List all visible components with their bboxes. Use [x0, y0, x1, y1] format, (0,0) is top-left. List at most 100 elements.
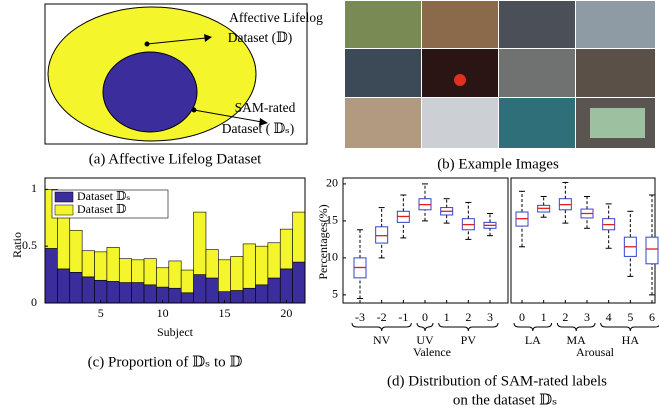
bar	[267, 242, 281, 279]
bar	[279, 268, 293, 304]
plot-frame	[44, 177, 306, 304]
legend-label: Dataset 𝔻ₛ	[77, 189, 130, 203]
image-grid	[345, 1, 655, 148]
bar	[242, 243, 256, 289]
bar	[131, 282, 145, 304]
x-tick-label: 2	[465, 310, 471, 324]
y-tick-label: 10	[326, 250, 338, 264]
legend-label: Dataset 𝔻	[77, 202, 126, 216]
x-tick-label: -1	[398, 310, 408, 324]
bar	[168, 260, 182, 289]
outer-label: Affective Lifelog	[229, 10, 323, 25]
group-brace	[416, 322, 434, 332]
inner-set	[102, 51, 198, 133]
y-tick-label: 1	[31, 181, 37, 195]
x-tick-label: 3	[487, 310, 493, 324]
caption: (d) Distribution of SAM-rated labels	[387, 373, 607, 389]
group-brace	[600, 322, 659, 332]
x-tick-label: 4	[606, 310, 612, 324]
bar	[143, 258, 157, 286]
inner-label: SAM-rated	[235, 100, 296, 115]
x-tick-label: 0	[519, 310, 525, 324]
x-tick-label: 3	[584, 310, 590, 324]
group-label: UV	[416, 333, 434, 347]
bar	[69, 272, 83, 304]
x-tick-label: 6	[649, 310, 655, 324]
y-tick-label: 20	[326, 176, 338, 190]
photo	[345, 49, 421, 97]
x-tick-label: -2	[377, 310, 387, 324]
bar	[267, 277, 281, 304]
x-axis-label: Subject	[157, 325, 194, 339]
bar	[168, 287, 182, 304]
x-tick-label: 2	[562, 310, 568, 324]
bar	[242, 287, 256, 304]
bar	[69, 229, 83, 273]
bar	[131, 259, 145, 283]
bar	[106, 247, 120, 282]
caption: (c) Proportion of 𝔻ₛ to 𝔻	[88, 354, 243, 370]
x-tick-label: 10	[157, 306, 169, 320]
y-axis-label: Ratio	[10, 232, 24, 258]
bar	[292, 261, 306, 304]
box	[375, 226, 389, 244]
bar	[180, 292, 194, 304]
bar	[230, 256, 244, 291]
bar	[81, 250, 95, 278]
legend-swatch	[54, 191, 74, 203]
y-axis-label: Percentages(%)	[316, 204, 330, 279]
bar	[255, 245, 269, 286]
bar	[118, 282, 132, 304]
arrow-head	[204, 34, 212, 42]
bar	[279, 228, 293, 270]
caption: (b) Example Images	[437, 156, 559, 172]
bar	[193, 211, 207, 275]
outer-label: Dataset (𝔻)	[228, 30, 293, 45]
inner-label: Dataset ( 𝔻ₛ)	[222, 121, 294, 136]
photo	[499, 1, 575, 48]
bar	[94, 279, 108, 304]
bar	[292, 211, 306, 263]
x-axis-label: Arousal	[576, 345, 615, 359]
photo	[422, 98, 498, 148]
bar	[118, 258, 132, 283]
bar	[143, 284, 157, 304]
box	[645, 236, 659, 265]
x-tick-label: 5	[627, 310, 633, 324]
pointer	[146, 37, 207, 45]
pointer	[193, 109, 263, 123]
group-label: PV	[461, 333, 477, 347]
photo	[499, 98, 575, 148]
legend-swatch	[54, 204, 74, 216]
bar	[205, 249, 219, 279]
bar	[230, 290, 244, 304]
bar	[106, 281, 120, 304]
bar	[94, 251, 108, 281]
photo	[576, 49, 655, 97]
photo	[422, 49, 498, 97]
y-tick-label: 15	[326, 213, 338, 227]
group-label: HA	[622, 333, 640, 347]
bar	[218, 259, 232, 292]
group-brace	[556, 322, 596, 332]
x-tick-label: 20	[280, 306, 292, 320]
bar	[44, 248, 58, 304]
group-brace	[513, 322, 553, 332]
bar	[193, 274, 207, 304]
y-tick-label: 0	[31, 295, 37, 309]
group-brace	[351, 322, 412, 332]
bar	[81, 276, 95, 304]
bar	[205, 277, 219, 304]
group-label: MA	[566, 333, 586, 347]
y-tick-label: 0.5	[22, 238, 37, 252]
arrow-head	[259, 118, 268, 126]
caption: (a) Affective Lifelog Dataset	[89, 151, 262, 167]
x-tick-label: -3	[355, 310, 365, 324]
bar	[255, 284, 269, 304]
x-tick-label: 15	[219, 306, 231, 320]
photo	[576, 1, 655, 48]
photo-detail	[454, 74, 466, 86]
x-axis-label: Valence	[413, 345, 451, 359]
group-brace	[438, 322, 499, 332]
